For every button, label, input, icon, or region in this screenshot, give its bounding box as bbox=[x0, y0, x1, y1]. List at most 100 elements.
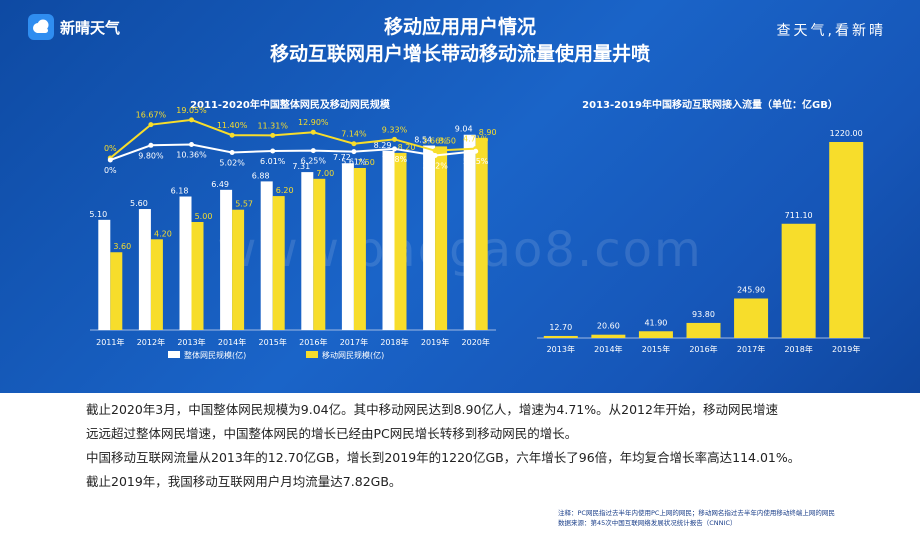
growth-point bbox=[392, 146, 397, 152]
x-tick-label: 2012年 bbox=[137, 337, 165, 347]
data-label: 5.57 bbox=[235, 200, 253, 209]
brand-name: 新晴天气 bbox=[60, 18, 121, 37]
growth-point bbox=[351, 149, 357, 155]
data-label: 6.18 bbox=[171, 187, 189, 196]
note-line: 注释：PC网民指过去半年内使用PC上网的网民；移动网名指过去半年内使用移动终端上… bbox=[558, 509, 835, 517]
data-label: 12.70 bbox=[549, 323, 572, 332]
bar-total bbox=[220, 189, 233, 330]
growth-point bbox=[473, 148, 479, 154]
growth-label: 3.02% bbox=[422, 161, 448, 170]
x-tick-label: 2014年 bbox=[594, 344, 622, 354]
data-label: 6.20 bbox=[276, 186, 294, 195]
page-title: 移动应用用户情况 bbox=[383, 16, 536, 38]
data-label: 1220.00 bbox=[830, 129, 863, 138]
growth-label: 11.40% bbox=[217, 121, 248, 130]
bar-mobile bbox=[110, 252, 123, 330]
x-tick-label: 2015年 bbox=[642, 344, 670, 354]
x-tick-label: 2017年 bbox=[340, 337, 368, 347]
growth-point bbox=[189, 117, 194, 123]
growth-point bbox=[229, 132, 235, 138]
growth-label: 16.67% bbox=[136, 111, 167, 120]
chart1-title: 2011-2020年中国整体网民及移动网民规模 bbox=[190, 100, 390, 111]
x-tick-label: 2014年 bbox=[218, 337, 246, 347]
bar-mobile bbox=[394, 152, 407, 330]
data-label: 8.29 bbox=[374, 141, 392, 150]
chart2-title: 2013-2019年中国移动互联网接入流量（单位：亿GB） bbox=[582, 100, 838, 111]
x-tick-label: 2020年 bbox=[462, 337, 490, 347]
growth-point bbox=[310, 148, 316, 154]
data-label: 3.60 bbox=[113, 242, 131, 251]
x-tick-label: 2018年 bbox=[784, 344, 812, 354]
data-label: 5.10 bbox=[89, 210, 107, 219]
growth-label: 5.02% bbox=[219, 158, 245, 167]
growth-label: 19.05% bbox=[176, 106, 207, 115]
growth-point bbox=[432, 152, 438, 158]
growth-label: 6.25% bbox=[301, 157, 327, 166]
bar-traffic bbox=[638, 331, 673, 338]
growth-point bbox=[107, 157, 113, 163]
growth-point bbox=[229, 149, 235, 155]
source-notes: 注释：PC网民指过去半年内使用PC上网的网民；移动网名指过去半年内使用移动终端上… bbox=[558, 508, 908, 528]
data-label: 7.31 bbox=[292, 162, 310, 171]
x-tick-label: 2019年 bbox=[832, 344, 860, 354]
bar-mobile bbox=[191, 222, 204, 330]
bar-total bbox=[138, 209, 151, 330]
bar-total bbox=[423, 145, 436, 330]
data-label: 4.20 bbox=[154, 229, 172, 238]
growth-point bbox=[189, 141, 194, 147]
bar-total bbox=[463, 134, 476, 330]
data-label: 8.54 bbox=[414, 136, 432, 145]
data-label: 7.50 bbox=[357, 158, 375, 167]
growth-point bbox=[392, 136, 397, 142]
x-tick-label: 2011年 bbox=[96, 337, 124, 347]
data-label: 711.10 bbox=[785, 211, 813, 220]
watermark: www.baogao8.com bbox=[217, 222, 703, 278]
x-tick-label: 2016年 bbox=[299, 337, 327, 347]
x-tick-label: 2013年 bbox=[177, 337, 205, 347]
bar-mobile bbox=[435, 146, 448, 330]
bar-traffic bbox=[829, 142, 864, 338]
growth-label: 5.85% bbox=[463, 157, 489, 166]
growth-label: 0% bbox=[104, 144, 117, 153]
legend-label: 移动网民规模(亿) bbox=[322, 350, 384, 360]
data-label: 93.80 bbox=[692, 310, 715, 319]
growth-line bbox=[109, 143, 476, 161]
bar-mobile bbox=[313, 178, 326, 330]
description-panel bbox=[0, 393, 920, 537]
description-line: 截止2019年，我国移动互联网用户月均流量达7.82GB。 bbox=[86, 474, 402, 489]
x-tick-label: 2015年 bbox=[259, 337, 287, 347]
data-label: 245.90 bbox=[737, 285, 765, 294]
growth-label: 4.71% bbox=[463, 135, 489, 144]
legend-swatch bbox=[168, 351, 180, 358]
bar-mobile bbox=[150, 239, 163, 330]
data-label: 7.72 bbox=[333, 153, 351, 162]
x-tick-label: 2017年 bbox=[737, 344, 765, 354]
x-tick-label: 2018年 bbox=[380, 337, 408, 347]
growth-point bbox=[270, 132, 276, 138]
bar-total bbox=[301, 172, 314, 330]
description-line: 远远超过整体网民增速，中国整体网民的增长已经由PC网民增长转移到移动网民的增长。 bbox=[86, 426, 578, 441]
legend-label: 整体网民规模(亿) bbox=[184, 350, 246, 360]
bar-traffic bbox=[543, 335, 578, 338]
bar-mobile bbox=[475, 137, 488, 330]
bar-total bbox=[260, 181, 273, 330]
data-label: 8.90 bbox=[479, 128, 497, 137]
growth-label: 9.33% bbox=[382, 125, 408, 134]
growth-point bbox=[270, 148, 276, 154]
slogan: 查天气,看新晴 bbox=[776, 23, 886, 39]
bar-total bbox=[341, 163, 354, 330]
data-label: 5.00 bbox=[195, 212, 213, 221]
x-tick-label: 2019年 bbox=[421, 337, 449, 347]
data-label: 8.50 bbox=[438, 136, 456, 145]
data-label: 7.00 bbox=[316, 169, 334, 178]
bar-mobile bbox=[272, 196, 285, 330]
bar-mobile bbox=[232, 209, 245, 330]
data-label: 20.60 bbox=[597, 322, 620, 331]
data-label: 6.88 bbox=[252, 171, 270, 180]
growth-point bbox=[148, 142, 154, 148]
bar-total bbox=[98, 219, 111, 330]
x-tick-label: 2016年 bbox=[689, 344, 717, 354]
growth-label: 11.31% bbox=[257, 121, 288, 130]
